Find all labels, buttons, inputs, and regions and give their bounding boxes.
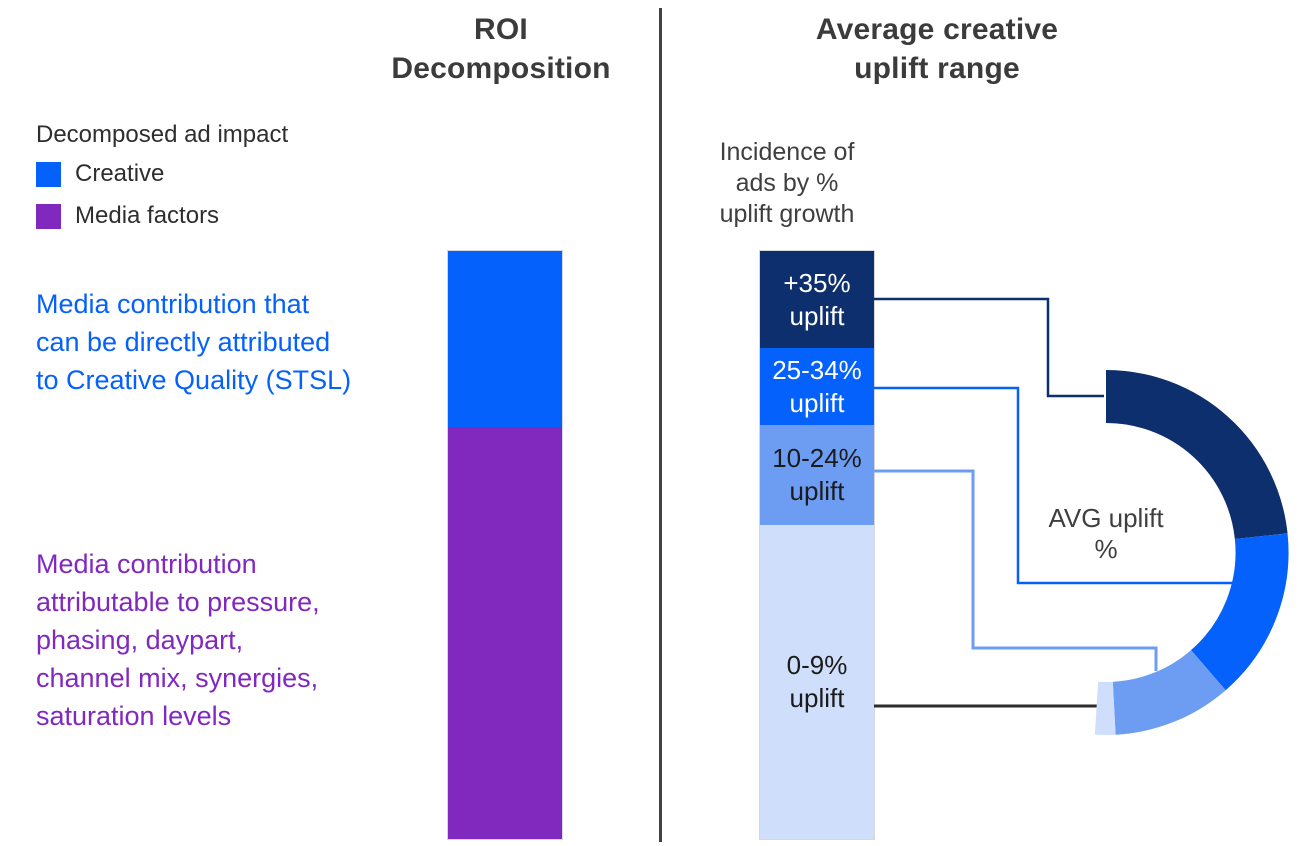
segment-label: uplift: [789, 300, 845, 331]
segment-label: uplift: [789, 683, 845, 713]
connector-35plus: [874, 297, 1104, 398]
incidence-line: ads by %: [735, 169, 839, 197]
uplift-title-line2: uplift range: [854, 52, 1020, 85]
creative-contribution-note: Media contribution that can be directly …: [36, 285, 351, 399]
creative-swatch: [36, 161, 61, 187]
segment-label: 25-34%: [772, 354, 862, 385]
media-note-line: channel mix, synergies,: [36, 663, 319, 693]
media-note-line: saturation levels: [36, 701, 232, 731]
media-contribution-note: Media contribution attributable to press…: [36, 545, 320, 735]
bar-segment-25-34: 25-34% uplift: [760, 348, 874, 425]
segment-label: +35%: [783, 267, 851, 298]
creative-note-line: Media contribution that: [36, 289, 310, 319]
roi-title-line1: ROI: [474, 13, 528, 46]
bar-segment-creative: [448, 251, 562, 427]
roi-title: ROI Decomposition: [341, 10, 661, 88]
incidence-line: Incidence of: [719, 138, 855, 166]
roi-decomposition-bar: [447, 250, 563, 840]
donut-segment-10-24: [1112, 649, 1226, 735]
donut-segment-25-34: [1190, 533, 1289, 691]
media-note-line: phasing, daypart,: [36, 625, 244, 655]
legend-item-creative: Creative: [36, 160, 164, 188]
legend-label-creative: Creative: [75, 160, 165, 187]
segment-label: 10-24%: [772, 443, 862, 473]
segment-label: uplift: [789, 476, 845, 506]
uplift-title-line1: Average creative: [815, 13, 1059, 46]
segment-label: uplift: [789, 387, 845, 418]
media-factors-swatch: [36, 203, 61, 229]
incidence-axis-note: Incidence of ads by % uplift growth: [707, 137, 867, 230]
bar-segment-10-24: 10-24% uplift: [760, 425, 874, 525]
avg-uplift-label: AVG uplift %: [1026, 503, 1186, 565]
roi-title-line2: Decomposition: [391, 52, 611, 85]
uplift-title: Average creative uplift range: [777, 10, 1097, 88]
avg-uplift-line: AVG uplift: [1048, 503, 1164, 533]
media-note-line: Media contribution: [36, 549, 257, 579]
segment-label: 0-9%: [786, 650, 848, 680]
legend-title: Decomposed ad impact: [36, 121, 289, 148]
legend-label-media-factors: Media factors: [75, 202, 220, 229]
bar-segment-media-factors: [448, 427, 562, 839]
uplift-incidence-bar: +35% uplift 25-34% uplift 10-24% uplift …: [759, 250, 875, 840]
creative-note-line: to Creative Quality (STSL): [36, 365, 352, 395]
creative-note-line: can be directly attributed: [36, 327, 331, 357]
bar-segment-0-9: 0-9% uplift: [760, 525, 874, 839]
incidence-line: uplift growth: [719, 200, 855, 228]
avg-uplift-line: %: [1094, 534, 1118, 564]
panel-divider: [659, 8, 662, 842]
media-note-line: attributable to pressure,: [36, 587, 320, 617]
bar-segment-35plus: +35% uplift: [760, 251, 874, 348]
legend-item-media-factors: Media factors: [36, 202, 219, 230]
connector-10-24: [874, 469, 1158, 671]
